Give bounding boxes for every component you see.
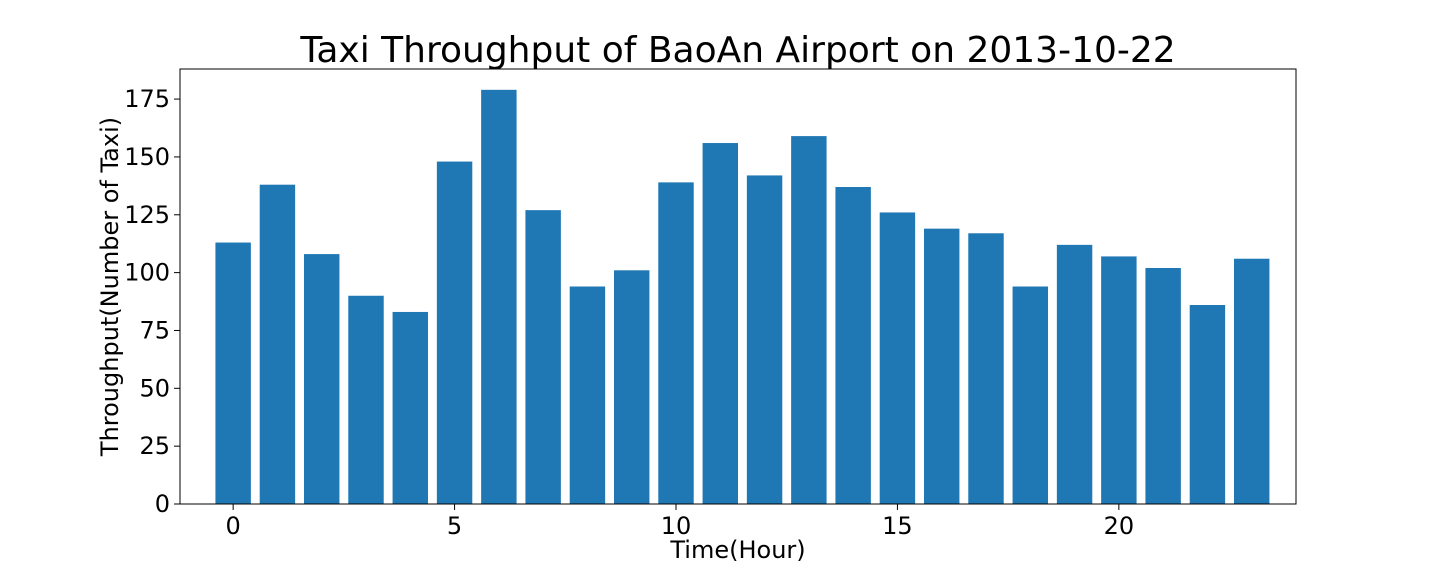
y-tick-label: 100 <box>124 259 170 287</box>
bar-hour-6 <box>481 89 517 505</box>
bar-hour-10 <box>658 182 694 504</box>
bar-hour-20 <box>1101 256 1137 504</box>
bar-hour-9 <box>614 270 650 504</box>
bar-hour-8 <box>569 286 606 504</box>
bar-hour-21 <box>1145 267 1181 504</box>
bar-hour-7 <box>525 210 561 504</box>
x-tick-label: 20 <box>1104 512 1135 540</box>
bar-hour-0 <box>215 242 251 504</box>
bar-hour-11 <box>702 143 738 505</box>
y-axis-ticks: 0 25 50 75 100 125 150 175 <box>124 85 180 518</box>
x-tick-label: 5 <box>447 512 462 540</box>
bar-hour-12 <box>746 175 783 505</box>
chart-title: Taxi Throughput of BaoAn Airport on 2013… <box>299 30 1175 71</box>
y-axis-label: Throughput(Number of Taxi) <box>96 117 124 457</box>
y-tick-label: 175 <box>124 85 170 113</box>
bar-hour-18 <box>1012 286 1048 504</box>
bar-hour-4 <box>392 311 428 504</box>
bar-hour-23 <box>1234 258 1270 504</box>
x-tick-label: 10 <box>661 512 692 540</box>
bar-hour-1 <box>259 184 296 505</box>
y-tick-label: 125 <box>124 201 170 229</box>
y-tick-label: 50 <box>139 374 170 402</box>
y-tick-label: 25 <box>139 432 170 460</box>
x-axis-label: Time(Hour) <box>669 536 805 564</box>
bar-hour-16 <box>924 228 960 505</box>
bar-hour-2 <box>304 254 340 504</box>
bar-hour-15 <box>879 212 916 504</box>
y-tick-label: 75 <box>139 316 170 344</box>
bar-hour-3 <box>348 295 384 504</box>
bar-hour-14 <box>835 187 871 505</box>
x-tick-label: 15 <box>882 512 913 540</box>
x-tick-label: 0 <box>226 512 241 540</box>
bars-group <box>215 89 1270 505</box>
bar-hour-19 <box>1056 244 1093 504</box>
y-tick-label: 150 <box>124 143 170 171</box>
plot-area-frame <box>179 68 1297 505</box>
bar-hour-13 <box>791 136 827 504</box>
bar-hour-22 <box>1189 305 1226 504</box>
x-axis-ticks: 0 5 10 15 20 <box>226 504 1135 540</box>
y-tick-label: 0 <box>155 490 170 518</box>
bar-hour-17 <box>968 233 1004 504</box>
bar-hour-5 <box>436 161 473 504</box>
